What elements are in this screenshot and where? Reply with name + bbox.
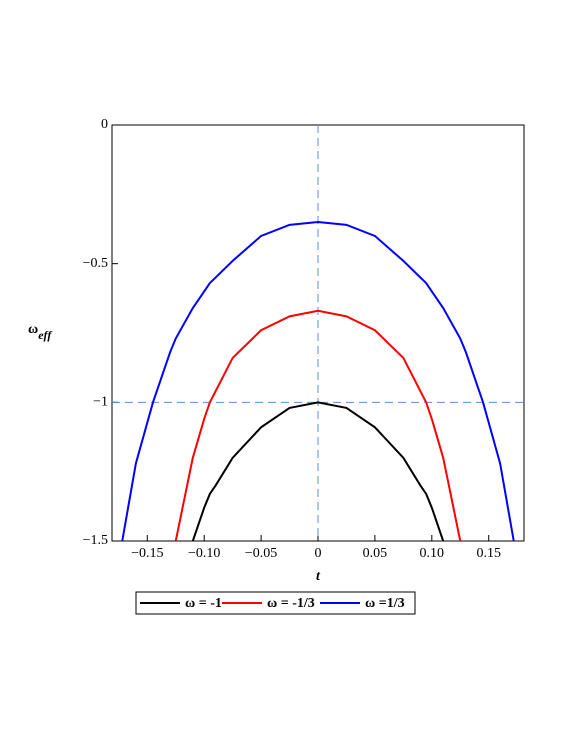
x-tick-label: 0	[315, 546, 322, 561]
legend-label: ω = -1/3	[267, 596, 315, 611]
y-tick-label: −0.5	[83, 256, 108, 271]
y-axis-label: ωeff	[28, 322, 52, 342]
y-axis-subscript: eff	[38, 328, 52, 342]
x-tick-label: 0.05	[363, 546, 388, 561]
x-tick-label: 0.15	[476, 546, 501, 561]
series-line	[191, 401, 445, 542]
series-line	[174, 309, 462, 542]
y-axis-symbol: ω	[28, 322, 38, 337]
x-axis-label: t	[316, 569, 321, 584]
x-tick-label: −0.10	[188, 546, 220, 561]
legend-label: ω =1/3	[365, 596, 405, 611]
y-tick-label: −1.5	[83, 533, 108, 548]
x-tick-label: −0.05	[245, 546, 277, 561]
y-tick-label: 0	[101, 117, 108, 132]
x-tick-label: 0.10	[420, 546, 445, 561]
legend-label: ω = -1	[185, 596, 222, 611]
legend-box	[135, 591, 416, 615]
y-tick-label: −1	[93, 395, 108, 410]
x-tick-label: −0.15	[131, 546, 163, 561]
series-line	[121, 221, 515, 542]
